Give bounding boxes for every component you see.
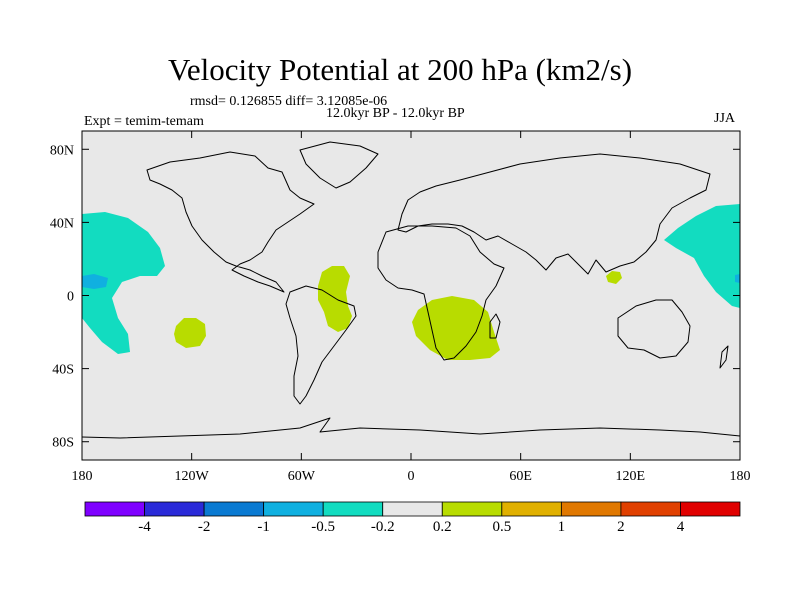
colorbar-swatch <box>144 501 205 517</box>
coastline-south-america <box>285 285 357 405</box>
colorbar-label: -0.2 <box>370 519 395 535</box>
positive-region-maritime <box>606 271 622 284</box>
colorbar-swatch <box>620 501 681 517</box>
lat-label: 80S <box>52 436 74 451</box>
colorbar-label: -0.5 <box>311 519 336 535</box>
period-label: 12.0kyr BP - 12.0kyr BP <box>326 106 465 121</box>
colorbar-swatch <box>441 501 503 517</box>
colorbar-label: 1 <box>557 519 566 535</box>
coastline-north-america <box>146 151 315 293</box>
negative-region-west-pacific <box>664 204 740 308</box>
colorbar-swatch <box>680 501 741 517</box>
latitude-axis: 80N 40N 0 40S 80S <box>50 143 740 451</box>
colorbar-label: 0.2 <box>432 519 452 535</box>
coastline-antarctica <box>81 417 741 439</box>
lon-label: 60E <box>509 469 532 484</box>
lat-label: 80N <box>50 143 74 158</box>
coastlines <box>81 141 741 439</box>
lon-label: 0 <box>408 469 415 484</box>
negative-region-east-pacific <box>82 212 165 354</box>
colorbar <box>84 501 741 517</box>
figure-title: Velocity Potential at 200 hPa (km2/s) <box>167 52 633 87</box>
lon-label: 180 <box>730 469 751 484</box>
positive-region-south-america <box>318 266 352 332</box>
colorbar-swatch <box>501 501 562 517</box>
lat-label: 40S <box>52 363 74 378</box>
colorbar-swatch <box>84 501 145 517</box>
stats-line: rmsd= 0.126855 diff= 3.12085e-06 <box>190 94 388 109</box>
coastline-africa <box>377 225 505 361</box>
coastline-greenland <box>299 141 379 189</box>
colorbar-label: -4 <box>138 519 151 535</box>
colorbar-label: -2 <box>197 519 211 535</box>
anomaly-regions <box>82 204 740 360</box>
negative-core-west-pacific <box>735 274 740 283</box>
coastline-madagascar <box>489 313 501 339</box>
positive-region-southern-africa <box>412 296 500 360</box>
lon-label: 120E <box>616 469 646 484</box>
lat-label: 0 <box>67 290 74 305</box>
colorbar-swatch <box>560 501 622 517</box>
coastline-australia <box>617 299 691 359</box>
colorbar-swatch <box>263 501 324 517</box>
positive-region-south-pacific <box>174 318 206 348</box>
lon-label: 180 <box>72 469 93 484</box>
colorbar-label: 0.5 <box>492 519 512 535</box>
map-background <box>82 131 740 460</box>
colorbar-label: -1 <box>257 519 270 535</box>
negative-core-east-pacific <box>82 274 108 289</box>
longitude-axis: 180 120W 60W 0 60E 120E 180 <box>72 131 751 484</box>
colorbar-label: 4 <box>676 519 685 535</box>
season-label: JJA <box>714 111 736 126</box>
colorbar-swatch <box>322 501 384 517</box>
colorbar-swatch <box>203 501 265 517</box>
lat-label: 40N <box>50 216 74 231</box>
experiment-label: Expt = temim-temam <box>84 114 204 129</box>
colorbar-swatch <box>382 501 443 517</box>
lon-label: 60W <box>288 469 316 484</box>
lon-label: 120W <box>175 469 210 484</box>
coastline-new-zealand <box>719 345 729 369</box>
colorbar-label: 2 <box>617 519 625 535</box>
coastline-eurasia <box>397 153 711 275</box>
